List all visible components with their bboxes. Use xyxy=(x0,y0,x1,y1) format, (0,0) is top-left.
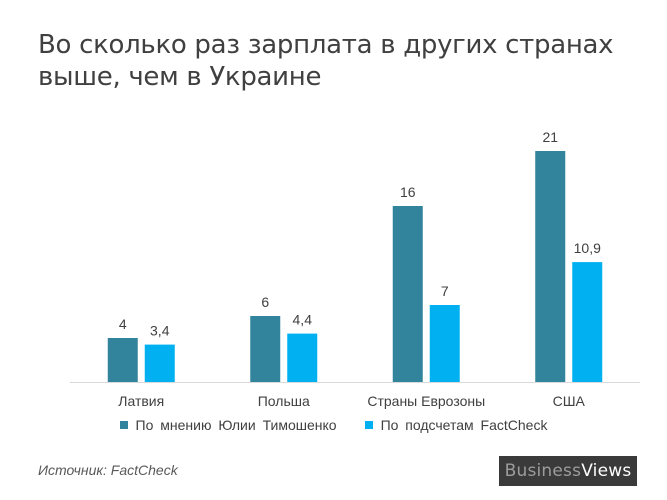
source-note: Источник: FactCheck xyxy=(38,462,178,478)
bar-1-2 xyxy=(250,316,281,382)
brand-logo-part1: Business xyxy=(504,461,582,481)
bar-2-4 xyxy=(572,262,603,382)
data-label-2-4: 10,9 xyxy=(574,240,601,256)
bar-2-3 xyxy=(429,305,460,382)
data-label-1-3: 16 xyxy=(400,184,416,200)
x-tick-label-3: Страны Еврозоны xyxy=(367,393,485,409)
legend-swatch-series-2 xyxy=(364,421,373,429)
legend-label-series-2: По подсчетам FactCheck xyxy=(380,417,548,433)
brand-logo: Business Views xyxy=(499,456,637,486)
x-tick-label-2: Польша xyxy=(258,393,310,409)
legend-item-series-1: По мнению Юлии Тимошенко xyxy=(119,417,337,433)
data-label-2-2: 4,4 xyxy=(293,312,313,328)
legend: По мнению Юлии Тимошенко По подсчетам Fa… xyxy=(0,417,667,433)
data-label-1-4: 21 xyxy=(542,129,558,145)
x-tick-label-1: Латвия xyxy=(118,393,164,409)
bar-2-1 xyxy=(144,344,175,382)
bar-2-2 xyxy=(287,333,318,382)
x-tick-label-4: США xyxy=(553,393,586,409)
brand-logo-part2: Views xyxy=(581,461,632,481)
legend-swatch-series-1 xyxy=(119,421,128,429)
chart-title: Во сколько раз зарплата в других странах… xyxy=(38,30,614,92)
bar-1-3 xyxy=(392,206,423,382)
bar-1-4 xyxy=(535,151,566,382)
data-label-1-2: 6 xyxy=(261,294,269,310)
data-label-1-1: 4 xyxy=(119,316,127,332)
bar-1-1 xyxy=(107,338,138,382)
data-label-2-1: 3,4 xyxy=(150,323,170,339)
legend-item-series-2: По подсчетам FactCheck xyxy=(364,417,548,433)
data-label-2-3: 7 xyxy=(441,283,449,299)
legend-label-series-1: По мнению Юлии Тимошенко xyxy=(135,417,337,433)
